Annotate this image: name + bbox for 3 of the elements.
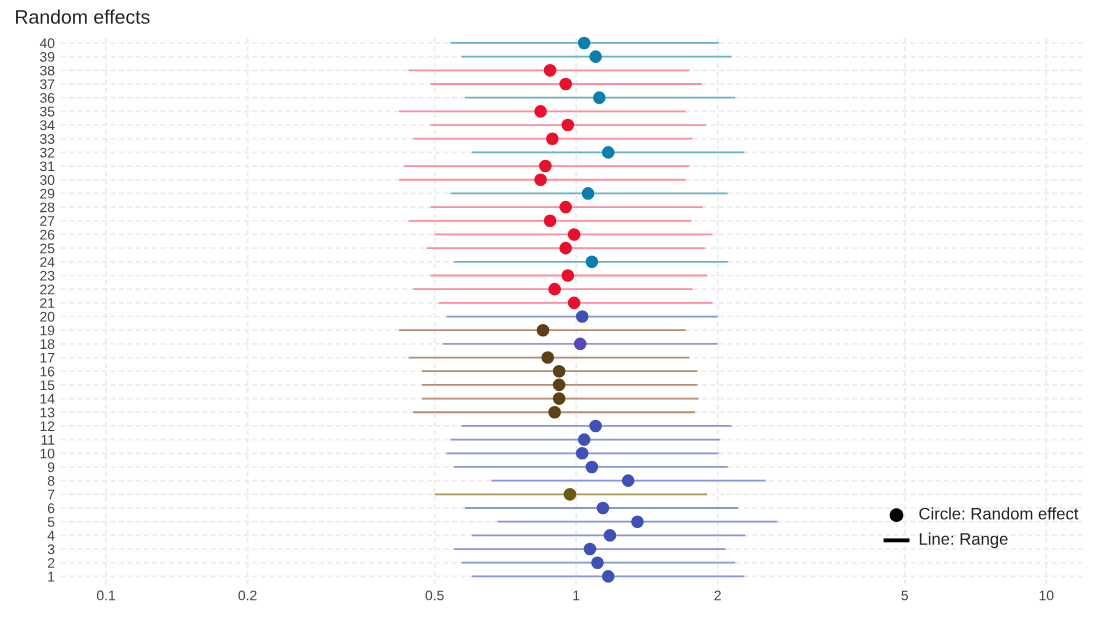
chart-title: Random effects [16,9,150,24]
annotation: Circle: Random effect [919,507,1079,520]
annotation: Line: Range [919,532,1008,549]
